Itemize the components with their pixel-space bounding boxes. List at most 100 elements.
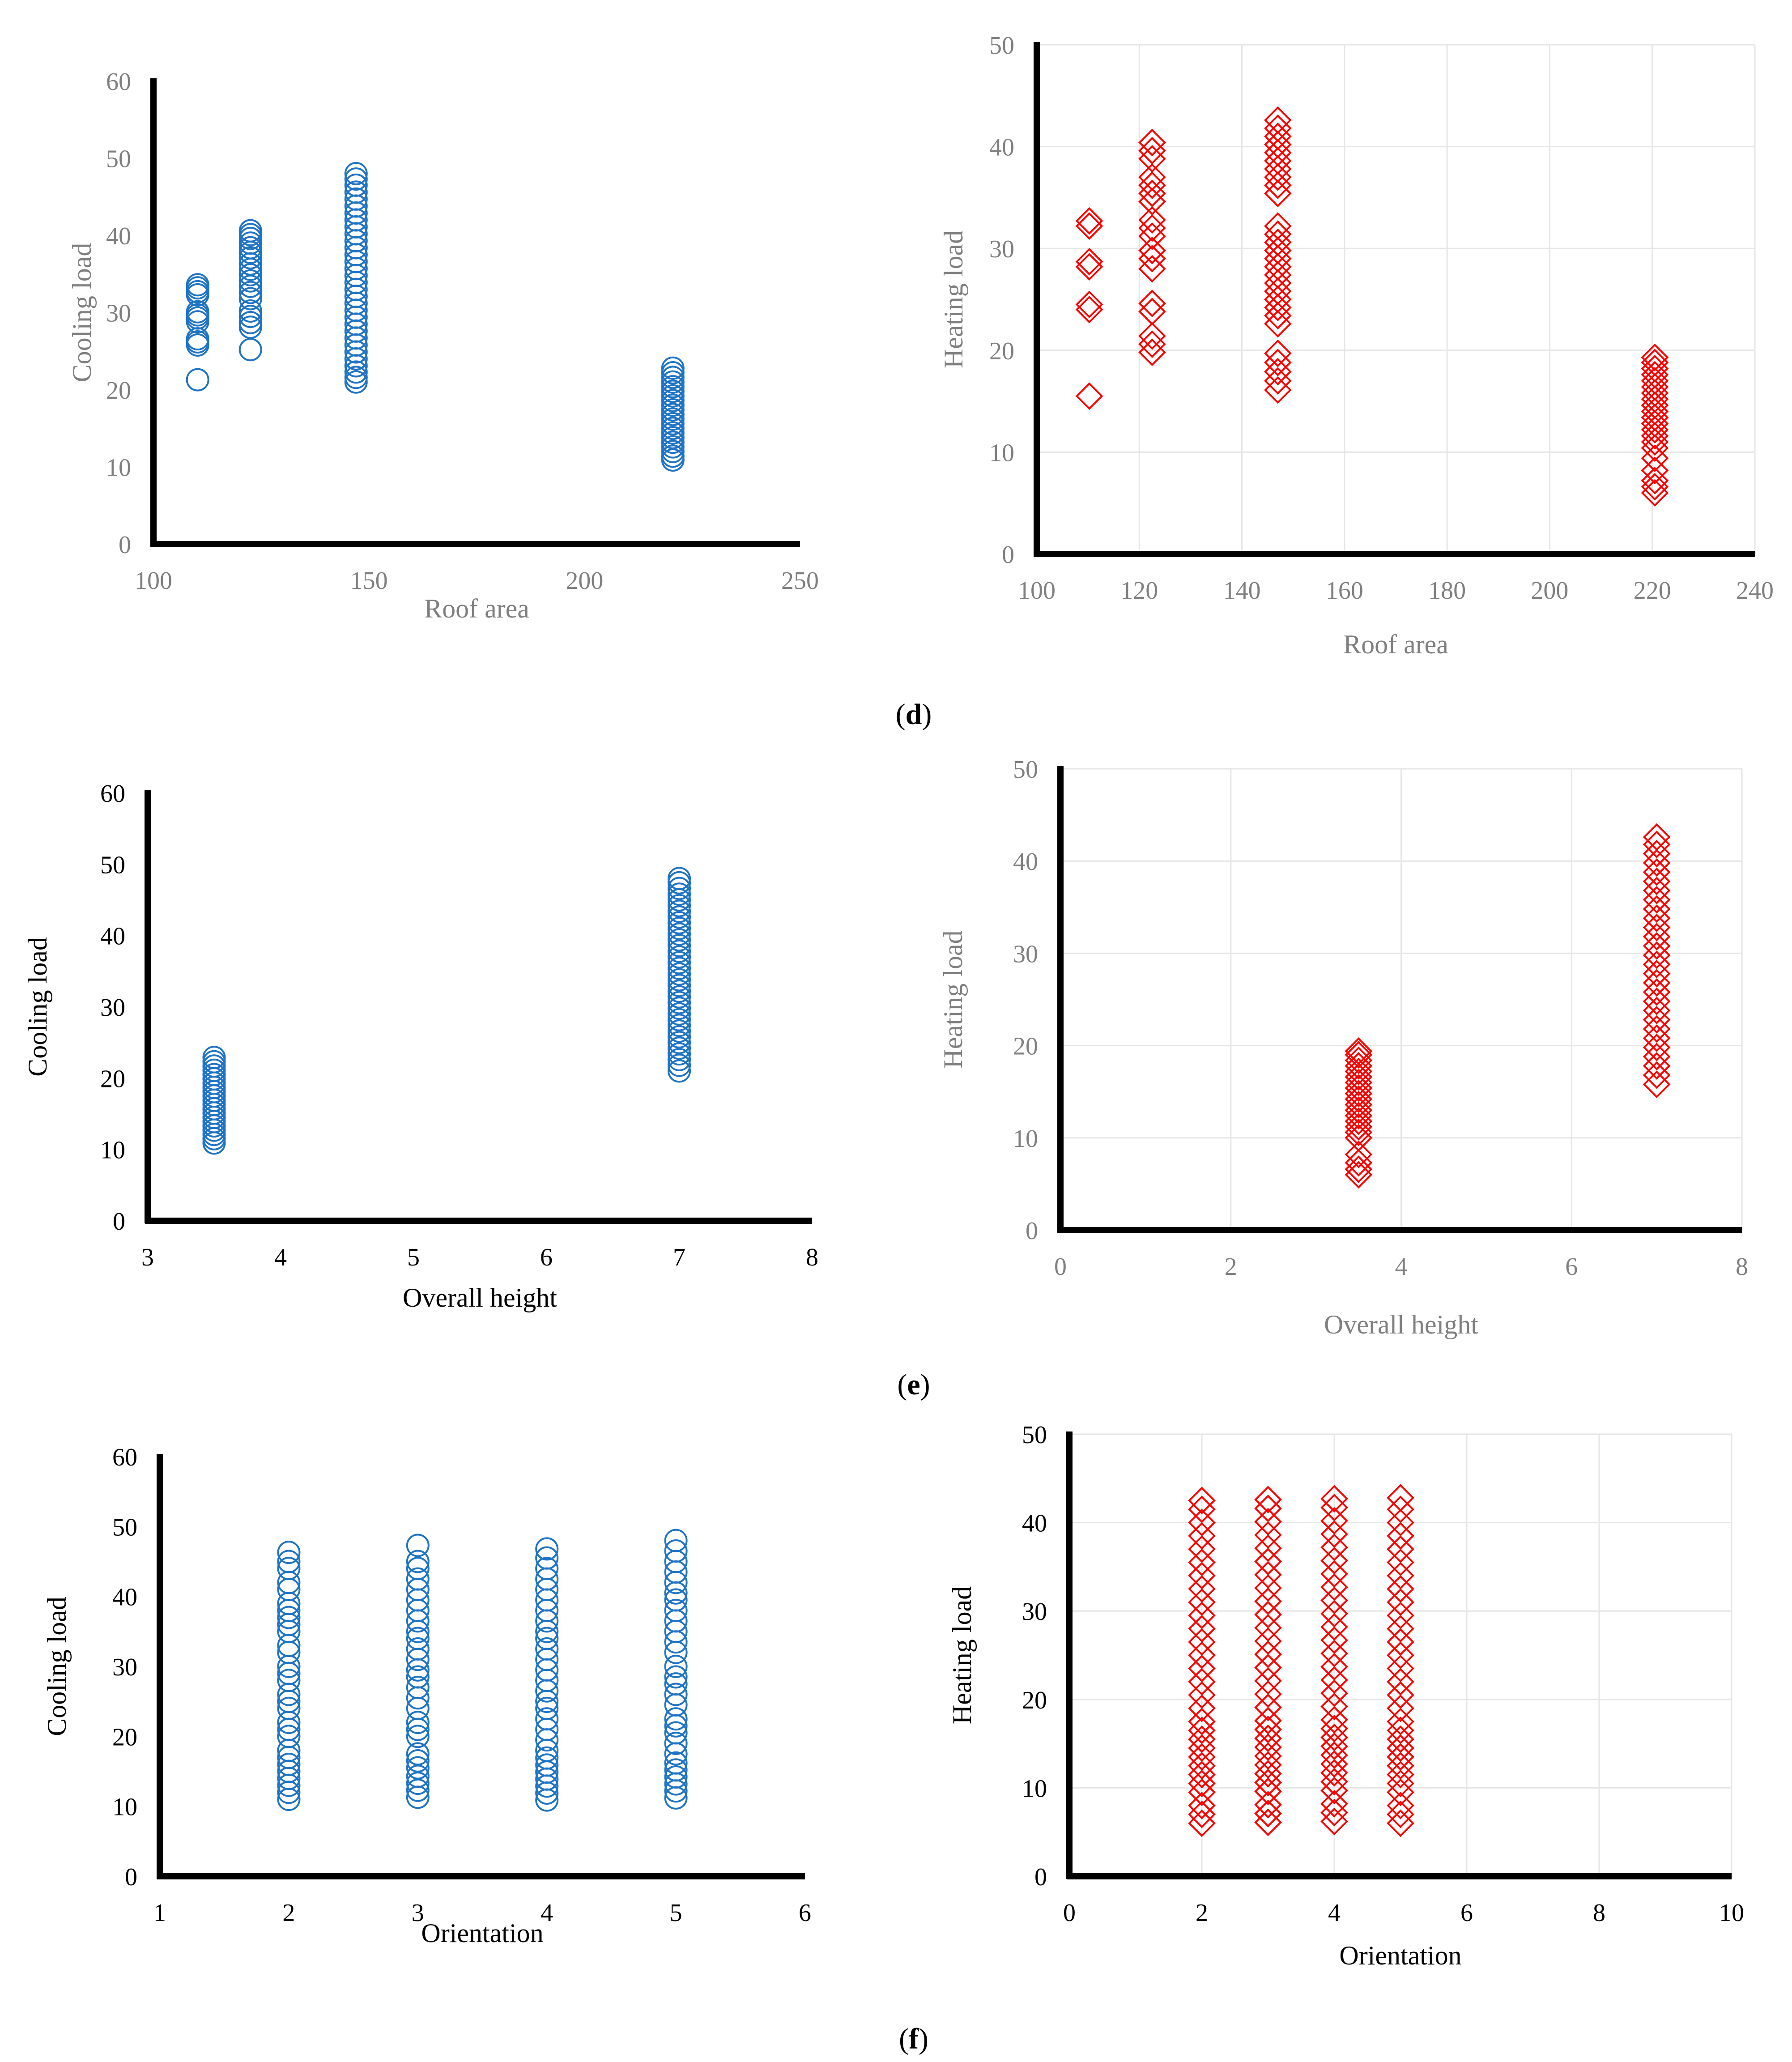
data-point [1641,361,1669,389]
data-point [1641,434,1669,462]
data-point [344,180,368,204]
data-point [664,1765,688,1789]
x-tick-label: 8 [806,1244,818,1271]
y-tick-label: 30 [1013,940,1038,968]
data-point [668,1042,691,1066]
data-point [661,389,685,413]
data-point [238,263,262,286]
data-point [1345,1102,1373,1130]
data-point [186,368,209,392]
x-tick-label: 160 [1326,577,1363,605]
data-point [664,1721,688,1745]
data-point [1254,1693,1282,1721]
data-point [1138,298,1166,326]
y-tick-label: 20 [1013,1033,1038,1061]
x-axis-title: Orientation [421,1918,543,1948]
y-axis-title: Cooling load [42,1597,72,1736]
data-point [668,956,691,980]
data-point [668,922,691,946]
data-point [1320,1560,1348,1588]
data-point [238,338,262,362]
x-tick-label: 0 [1063,1899,1076,1927]
data-point [1138,171,1166,199]
data-point [1641,385,1669,413]
x-tick-label: 240 [1736,577,1774,605]
data-point [664,1539,688,1563]
data-point [1387,1734,1414,1762]
y-tick-label: 0 [1026,1217,1038,1245]
data-point [1264,212,1292,240]
data-point [1188,1575,1216,1603]
y-axis-title: Heating load [938,930,968,1068]
data-point [1254,1667,1282,1695]
data-point [1345,1124,1373,1152]
data-point [661,421,685,445]
x-tick-label: 4 [1328,1899,1341,1927]
data-point [1138,322,1166,350]
data-point [668,882,691,906]
data-point [1254,1601,1282,1628]
data-point [1264,302,1292,330]
x-tick-label: 1 [153,1899,166,1927]
data-point [535,1746,559,1770]
data-point [1075,290,1103,319]
data-point [661,407,685,431]
data-point [1387,1508,1414,1537]
y-tick-label: 0 [113,1208,125,1235]
data-point [344,360,368,384]
data-point [1345,1074,1373,1102]
data-point [1387,1495,1414,1523]
data-point [1643,950,1671,978]
data-point [1138,136,1166,165]
data-point [1075,382,1103,410]
data-point [1345,1041,1373,1069]
data-point [1075,295,1103,324]
data-point [1264,261,1292,289]
data-point [1075,207,1103,235]
data-point [1320,1485,1348,1513]
y-tick-label: 10 [100,1137,125,1164]
data-point [1641,473,1669,501]
data-point [1188,1681,1216,1709]
data-point [1138,179,1166,208]
data-point [535,1546,559,1570]
data-point [1643,1006,1671,1034]
data-point [668,916,691,940]
data-point [1188,1588,1216,1616]
y-tick-label: 50 [112,1513,137,1541]
data-point [1188,1548,1216,1576]
data-point [1643,941,1671,969]
data-point [1254,1508,1282,1536]
y-tick-label: 10 [1022,1775,1047,1802]
y-axis-title: Heating load [947,1586,977,1724]
x-tick-label: 3 [412,1899,424,1927]
data-point [668,945,691,969]
data-point [1641,467,1669,494]
data-point [1643,1052,1671,1080]
data-point [1387,1562,1414,1589]
x-tick-label: 5 [407,1244,420,1271]
y-tick-label: 50 [989,32,1014,60]
data-point [664,1655,688,1678]
data-point [668,928,691,952]
data-point [1345,1052,1373,1080]
data-point [1254,1733,1282,1761]
data-point [661,375,685,399]
data-point [1387,1760,1414,1789]
data-point [1643,997,1671,1025]
data-point [1641,404,1669,431]
data-point [1643,959,1671,988]
data-point [238,287,262,311]
data-point [1188,1694,1216,1722]
data-point [1387,1641,1414,1669]
y-tick-label: 10 [112,1794,137,1821]
x-tick-label: 5 [670,1899,682,1927]
data-point [668,877,691,900]
data-point [344,366,368,389]
data-point [1264,245,1292,273]
data-point [1643,858,1671,886]
data-point [1188,1654,1216,1683]
data-point [1254,1707,1282,1735]
data-point [344,167,368,191]
data-point [1254,1547,1282,1576]
